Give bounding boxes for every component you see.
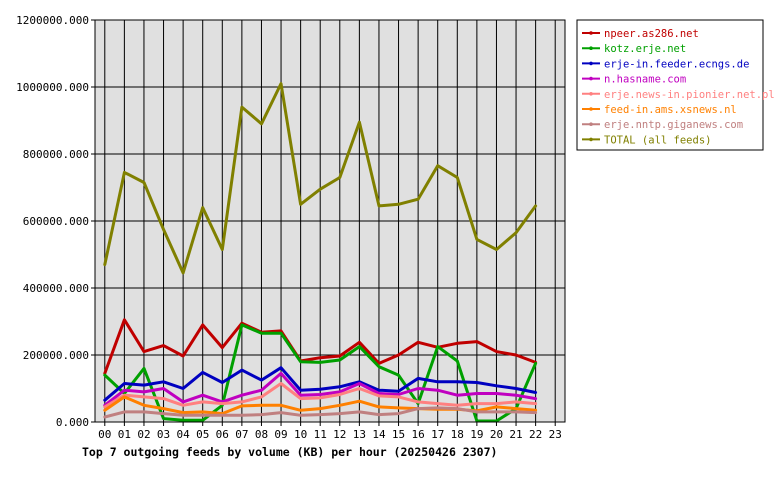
x-tick-label: 08 xyxy=(255,428,268,441)
series-line xyxy=(103,382,538,409)
series-line xyxy=(103,82,538,275)
legend-label: erje.nntp.giganews.com xyxy=(604,119,743,131)
y-tick-labels: 0.000 200000.000 400000.000 600000.000 80000… xyxy=(16,14,89,429)
x-tick-label: 23 xyxy=(549,428,562,441)
legend-box xyxy=(576,19,764,151)
x-tick-label: 18 xyxy=(451,428,464,441)
x-tick-label: 11 xyxy=(314,428,327,441)
legend-label: TOTAL (all feeds) xyxy=(604,134,711,146)
grid xyxy=(91,19,565,426)
legend-label: erje-in.feeder.ecngs.de xyxy=(604,58,749,70)
legend-swatch-dot xyxy=(589,76,593,81)
legend-swatch-dot xyxy=(589,137,593,142)
y-tick-label: 800000.000 xyxy=(23,148,89,161)
x-tick-label: 19 xyxy=(470,428,483,441)
y-tick-label: 400000.000 xyxy=(23,282,89,295)
legend-swatch-dot xyxy=(589,92,593,96)
legend-swatch-dot xyxy=(589,61,593,66)
x-tick-label: 09 xyxy=(274,428,287,441)
legend-label: npeer.as286.net xyxy=(604,28,699,40)
x-tick-label: 14 xyxy=(372,428,386,441)
x-tick-label: 06 xyxy=(216,428,229,441)
x-tick-label: 02 xyxy=(137,428,150,441)
x-tick-label: 20 xyxy=(490,428,503,441)
series-line xyxy=(103,318,538,375)
legend-label: feed-in.ams.xsnews.nl xyxy=(604,104,737,116)
series-line xyxy=(103,366,538,402)
x-tick-label: 10 xyxy=(294,428,307,441)
y-tick-label: 1200000.000 xyxy=(16,14,89,27)
plot-border xyxy=(94,19,566,423)
x-tick-label: 21 xyxy=(509,428,522,441)
x-tick-label: 16 xyxy=(412,428,425,441)
x-tick-label: 04 xyxy=(177,428,191,441)
x-tick-label: 17 xyxy=(431,428,444,441)
y-tick-label: 200000.000 xyxy=(23,349,89,362)
x-tick-label: 15 xyxy=(392,428,405,441)
series-line xyxy=(103,371,538,407)
x-tick-label: 07 xyxy=(235,428,248,441)
x-tick-label: 13 xyxy=(353,428,366,441)
legend-label: kotz.erje.net xyxy=(604,43,686,55)
x-tick-label: 22 xyxy=(529,428,542,441)
chart-title: Top 7 outgoing feeds by volume (KB) per … xyxy=(82,445,497,459)
x-tick-label: 01 xyxy=(118,428,131,441)
legend-swatch-dot xyxy=(589,122,593,126)
legend: npeer.as286.net kotz.erje.net erje-in.feed… xyxy=(576,19,775,151)
y-tick-label: 0.000 xyxy=(56,416,89,429)
series-line xyxy=(103,406,538,419)
series-lines xyxy=(103,82,538,423)
legend-label: n.hasname.com xyxy=(604,74,686,86)
legend-swatch-dot xyxy=(589,31,593,35)
legend-label: erje.news-in.pionier.net.pl xyxy=(604,89,775,101)
legend-swatch-dot xyxy=(589,46,593,50)
legend-swatch-dot xyxy=(589,107,593,111)
x-tick-labels: 00 01 02 03 04 05 06 07 08 09 10 11 12 13 14 15 16 17 18 19… xyxy=(98,428,562,441)
x-tick-label: 12 xyxy=(333,428,346,441)
x-tick-label: 00 xyxy=(98,428,111,441)
y-tick-label: 600000.000 xyxy=(23,215,89,228)
x-tick-label: 05 xyxy=(196,428,209,441)
x-tick-label: 03 xyxy=(157,428,170,441)
y-tick-label: 1000000.000 xyxy=(16,81,89,94)
